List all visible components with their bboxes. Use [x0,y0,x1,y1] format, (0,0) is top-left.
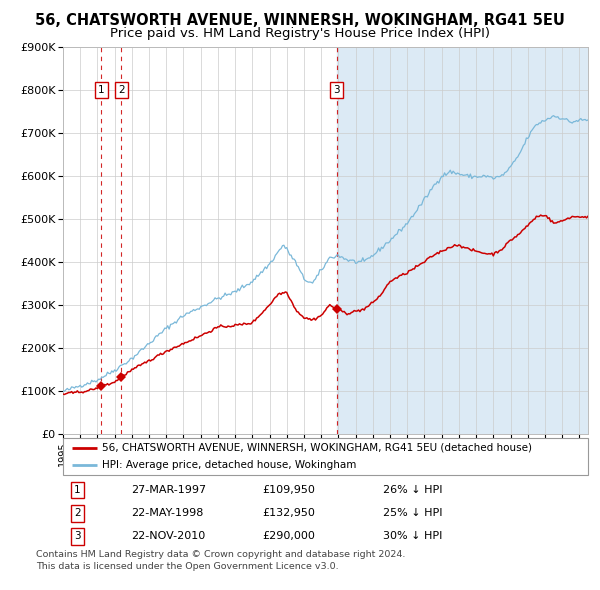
Text: 3: 3 [334,85,340,95]
Bar [337,47,600,434]
Text: 1: 1 [98,85,104,95]
Text: 25% ↓ HPI: 25% ↓ HPI [383,508,443,518]
Text: 22-NOV-2010: 22-NOV-2010 [131,531,205,541]
Text: 27-MAR-1997: 27-MAR-1997 [131,485,206,495]
Text: £132,950: £132,950 [263,508,316,518]
Text: 1: 1 [74,485,80,495]
Text: 22-MAY-1998: 22-MAY-1998 [131,508,203,518]
Text: 56, CHATSWORTH AVENUE, WINNERSH, WOKINGHAM, RG41 5EU (detached house): 56, CHATSWORTH AVENUE, WINNERSH, WOKINGH… [103,443,532,453]
Text: 3: 3 [74,531,80,541]
Text: 30% ↓ HPI: 30% ↓ HPI [383,531,443,541]
Text: Contains HM Land Registry data © Crown copyright and database right 2024.
This d: Contains HM Land Registry data © Crown c… [36,550,406,571]
Text: Price paid vs. HM Land Registry's House Price Index (HPI): Price paid vs. HM Land Registry's House … [110,27,490,40]
Text: 56, CHATSWORTH AVENUE, WINNERSH, WOKINGHAM, RG41 5EU: 56, CHATSWORTH AVENUE, WINNERSH, WOKINGH… [35,13,565,28]
Text: 2: 2 [74,508,80,518]
Text: £109,950: £109,950 [263,485,316,495]
Text: 2: 2 [118,85,125,95]
Text: £290,000: £290,000 [263,531,316,541]
Text: HPI: Average price, detached house, Wokingham: HPI: Average price, detached house, Woki… [103,460,357,470]
Text: 26% ↓ HPI: 26% ↓ HPI [383,485,443,495]
